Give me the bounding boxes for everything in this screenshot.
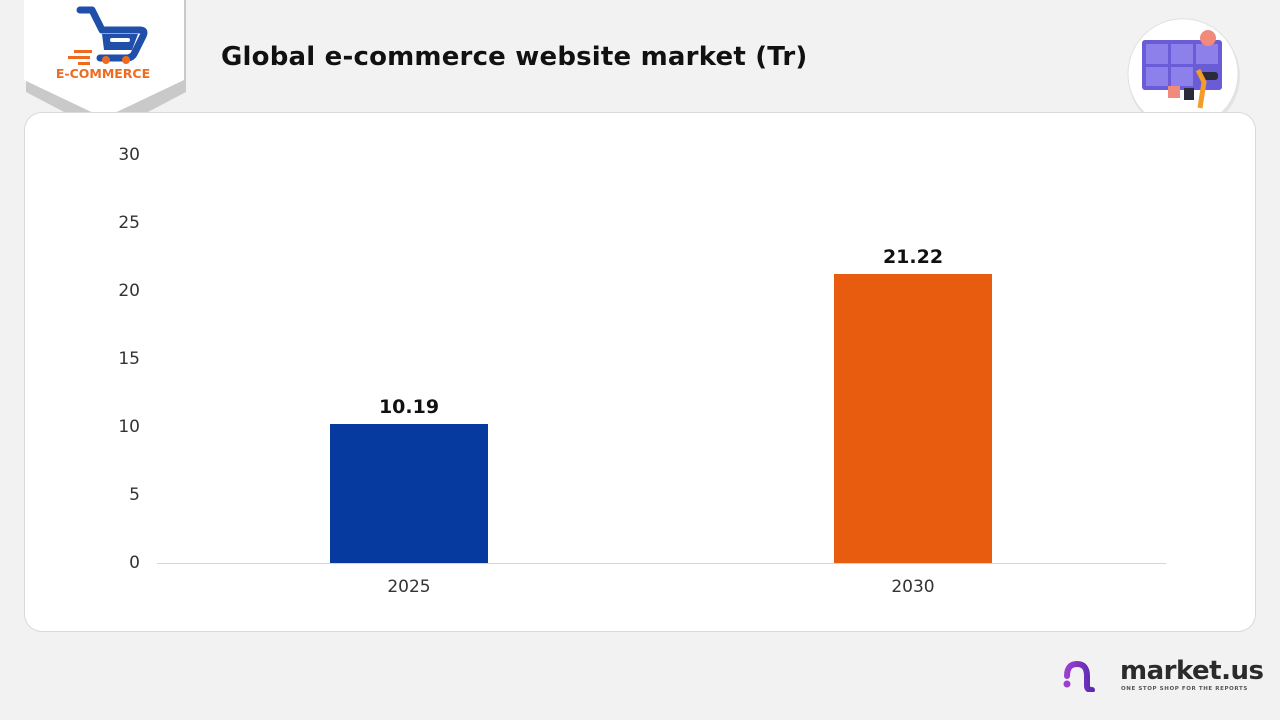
bar-2025 — [330, 424, 488, 563]
y-tick-0: 0 — [129, 553, 140, 573]
x-tick-2030: 2030 — [891, 577, 935, 597]
chart-panel — [24, 112, 1256, 632]
x-tick-2025: 2025 — [387, 577, 431, 597]
shopping-cart-icon — [24, 0, 186, 134]
brand-tagline: ONE STOP SHOP FOR THE REPORTS — [1121, 686, 1248, 692]
bar-2030 — [834, 274, 992, 563]
y-tick-15: 15 — [118, 349, 140, 369]
ecommerce-logo-badge: E-COMMERCE — [22, 0, 188, 136]
brand-name: market.us — [1120, 656, 1264, 686]
y-tick-10: 10 — [118, 417, 140, 437]
market-us-logo: market.us ONE STOP SHOP FOR THE REPORTS — [1062, 656, 1264, 696]
y-tick-25: 25 — [118, 213, 140, 233]
data-label-2025: 10.19 — [378, 396, 440, 418]
chart-title: Global e-commerce website market (Tr) — [221, 42, 808, 72]
badge-label: E-COMMERCE — [55, 66, 151, 81]
x-axis-line — [157, 563, 1166, 564]
data-label-2030: 21.22 — [882, 246, 944, 268]
y-tick-20: 20 — [118, 281, 140, 301]
y-tick-30: 30 — [118, 145, 140, 165]
y-tick-5: 5 — [129, 485, 140, 505]
market-us-mark-icon — [1063, 660, 1110, 692]
